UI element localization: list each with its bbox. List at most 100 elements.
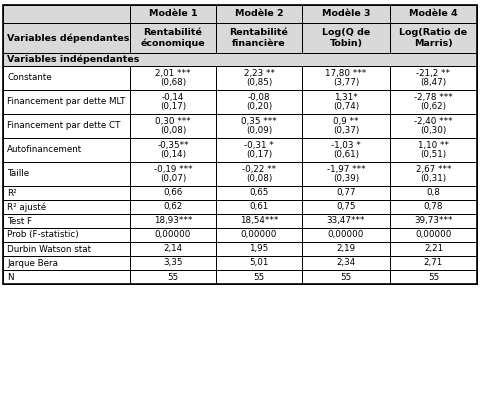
Bar: [302, 90, 390, 114]
Bar: [390, 162, 477, 186]
Bar: [302, 66, 390, 90]
Text: 0,78: 0,78: [424, 203, 443, 211]
Bar: [130, 242, 216, 256]
Bar: [216, 66, 302, 90]
Bar: [3, 90, 130, 114]
Bar: [3, 66, 130, 90]
Bar: [390, 214, 477, 228]
Bar: [216, 228, 302, 242]
Bar: [216, 114, 302, 138]
Bar: [130, 90, 216, 114]
Text: 0,66: 0,66: [164, 188, 182, 198]
Bar: [130, 214, 216, 228]
Text: 2,21: 2,21: [424, 245, 443, 254]
Bar: [216, 270, 302, 284]
Bar: [3, 242, 130, 256]
Bar: [216, 186, 302, 200]
Bar: [216, 200, 302, 214]
Bar: [216, 200, 302, 214]
Text: Constante: Constante: [7, 73, 52, 83]
Bar: [302, 138, 390, 162]
Bar: [390, 66, 477, 90]
Bar: [390, 114, 477, 138]
Text: Taille: Taille: [7, 169, 29, 179]
Bar: [130, 114, 216, 138]
Bar: [216, 228, 302, 242]
Bar: [3, 242, 130, 256]
Text: (0,31): (0,31): [421, 174, 447, 183]
Text: 0,8: 0,8: [426, 188, 440, 198]
Text: R²: R²: [7, 188, 16, 198]
Text: (0,85): (0,85): [246, 78, 272, 87]
Bar: [302, 90, 390, 114]
Bar: [3, 66, 130, 90]
Text: 2,19: 2,19: [336, 245, 356, 254]
Bar: [216, 23, 302, 53]
Bar: [3, 214, 130, 228]
Bar: [390, 200, 477, 214]
Text: 18,54***: 18,54***: [240, 216, 278, 226]
Text: Durbin Watson stat: Durbin Watson stat: [7, 245, 91, 254]
Bar: [130, 23, 216, 53]
Text: Modèle 1: Modèle 1: [149, 9, 197, 19]
Bar: [3, 53, 477, 66]
Bar: [302, 5, 390, 23]
Bar: [390, 5, 477, 23]
Text: 3,35: 3,35: [163, 258, 183, 267]
Text: (0,74): (0,74): [333, 102, 359, 111]
Bar: [130, 270, 216, 284]
Bar: [3, 256, 130, 270]
Bar: [216, 186, 302, 200]
Bar: [216, 90, 302, 114]
Bar: [3, 270, 130, 284]
Bar: [390, 138, 477, 162]
Text: 0,35 ***: 0,35 ***: [241, 117, 277, 126]
Bar: [302, 242, 390, 256]
Bar: [3, 214, 130, 228]
Bar: [3, 114, 130, 138]
Text: 1,31*: 1,31*: [334, 94, 358, 102]
Bar: [390, 23, 477, 53]
Bar: [3, 256, 130, 270]
Text: 18,93***: 18,93***: [154, 216, 192, 226]
Text: (0,39): (0,39): [333, 174, 359, 183]
Text: -0,14: -0,14: [162, 94, 184, 102]
Text: -2,40 ***: -2,40 ***: [414, 117, 453, 126]
Text: Financement par dette CT: Financement par dette CT: [7, 122, 121, 130]
Text: (0,09): (0,09): [246, 126, 272, 135]
Text: 0,00000: 0,00000: [155, 231, 191, 239]
Bar: [302, 138, 390, 162]
Text: Prob (F-statistic): Prob (F-statistic): [7, 231, 79, 239]
Bar: [302, 200, 390, 214]
Bar: [390, 256, 477, 270]
Text: (0,30): (0,30): [420, 126, 447, 135]
Text: Rentabilité
économique: Rentabilité économique: [141, 28, 205, 48]
Text: -1,03 *: -1,03 *: [331, 141, 361, 150]
Bar: [302, 214, 390, 228]
Bar: [130, 162, 216, 186]
Bar: [390, 270, 477, 284]
Text: 2,67 ***: 2,67 ***: [416, 166, 451, 175]
Bar: [3, 5, 130, 23]
Bar: [130, 114, 216, 138]
Text: -1,97 ***: -1,97 ***: [327, 166, 365, 175]
Text: Log(Ratio de
Marris): Log(Ratio de Marris): [399, 28, 468, 48]
Bar: [302, 242, 390, 256]
Bar: [302, 66, 390, 90]
Bar: [302, 228, 390, 242]
Bar: [130, 138, 216, 162]
Text: 39,73***: 39,73***: [414, 216, 453, 226]
Text: Rentabilité
financière: Rentabilité financière: [229, 28, 288, 48]
Bar: [216, 214, 302, 228]
Bar: [3, 200, 130, 214]
Bar: [390, 242, 477, 256]
Text: 1,95: 1,95: [249, 245, 269, 254]
Bar: [302, 114, 390, 138]
Text: 2,71: 2,71: [424, 258, 443, 267]
Bar: [3, 270, 130, 284]
Text: (0,61): (0,61): [333, 150, 359, 159]
Bar: [216, 162, 302, 186]
Text: 0,00000: 0,00000: [328, 231, 364, 239]
Bar: [130, 5, 216, 23]
Text: 55: 55: [167, 273, 179, 282]
